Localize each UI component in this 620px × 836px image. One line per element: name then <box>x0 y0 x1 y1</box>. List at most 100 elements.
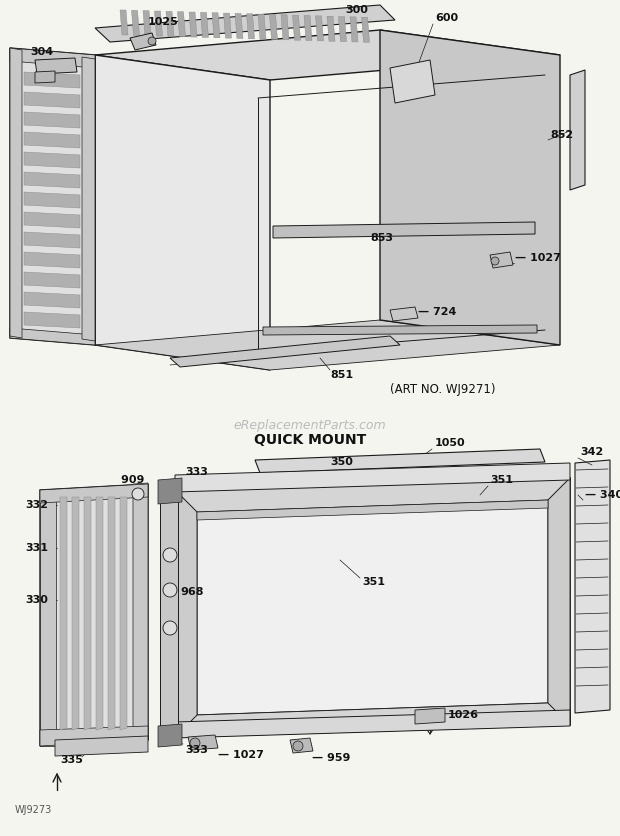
Circle shape <box>491 257 499 265</box>
Polygon shape <box>24 192 80 208</box>
Circle shape <box>148 37 156 45</box>
Polygon shape <box>175 463 570 492</box>
Polygon shape <box>223 13 231 38</box>
Polygon shape <box>390 60 435 103</box>
Text: 351: 351 <box>490 475 513 485</box>
Text: 333: 333 <box>185 467 208 477</box>
Text: 909: 909 <box>121 475 148 485</box>
Polygon shape <box>415 708 445 724</box>
Text: WJ9273: WJ9273 <box>15 805 52 815</box>
Polygon shape <box>255 449 545 473</box>
Polygon shape <box>143 11 151 36</box>
Polygon shape <box>108 497 115 730</box>
Polygon shape <box>380 30 560 345</box>
Text: 304: 304 <box>30 47 53 57</box>
Polygon shape <box>160 480 178 742</box>
Polygon shape <box>158 724 182 747</box>
Text: — 959: — 959 <box>312 753 350 763</box>
Polygon shape <box>212 13 220 38</box>
Text: eReplacementParts.com: eReplacementParts.com <box>234 420 386 432</box>
Text: 333: 333 <box>185 745 208 755</box>
Text: — 724: — 724 <box>418 307 456 317</box>
Text: 331: 331 <box>25 543 48 553</box>
Circle shape <box>190 738 200 748</box>
Polygon shape <box>10 48 95 345</box>
Text: 332: 332 <box>25 500 48 510</box>
Text: 851: 851 <box>330 370 353 380</box>
Polygon shape <box>24 312 80 328</box>
Polygon shape <box>24 152 80 168</box>
Polygon shape <box>131 10 140 35</box>
Polygon shape <box>130 33 156 50</box>
Polygon shape <box>158 478 182 504</box>
Text: 342: 342 <box>580 447 603 457</box>
Polygon shape <box>177 12 185 37</box>
Text: 968: 968 <box>180 587 203 597</box>
Polygon shape <box>24 252 80 268</box>
Polygon shape <box>166 12 174 37</box>
Text: — 340: — 340 <box>585 490 620 500</box>
Polygon shape <box>197 500 548 715</box>
Polygon shape <box>290 738 313 753</box>
Polygon shape <box>281 15 289 40</box>
Polygon shape <box>40 484 148 746</box>
Polygon shape <box>95 320 560 370</box>
Polygon shape <box>258 14 266 39</box>
Polygon shape <box>82 57 95 341</box>
Circle shape <box>163 583 177 597</box>
Polygon shape <box>133 483 148 741</box>
Polygon shape <box>247 14 254 38</box>
Polygon shape <box>200 13 208 38</box>
Polygon shape <box>24 72 80 88</box>
Polygon shape <box>24 172 80 188</box>
Circle shape <box>163 621 177 635</box>
Polygon shape <box>72 497 79 730</box>
Circle shape <box>132 488 144 500</box>
Polygon shape <box>361 18 370 43</box>
Polygon shape <box>95 55 270 370</box>
Polygon shape <box>60 497 67 730</box>
Text: 350: 350 <box>330 457 353 467</box>
Polygon shape <box>170 336 400 367</box>
Polygon shape <box>304 16 312 40</box>
Polygon shape <box>154 11 162 36</box>
Polygon shape <box>175 478 570 737</box>
Polygon shape <box>10 48 22 338</box>
Text: 1026: 1026 <box>448 710 479 720</box>
Text: 351: 351 <box>362 577 385 587</box>
Polygon shape <box>96 497 103 730</box>
Text: 335: 335 <box>60 755 83 765</box>
Text: QUICK MOUNT: QUICK MOUNT <box>254 433 366 447</box>
Polygon shape <box>24 132 80 148</box>
Polygon shape <box>55 736 148 756</box>
Text: 1025: 1025 <box>148 17 179 27</box>
Polygon shape <box>273 222 535 238</box>
Polygon shape <box>189 12 197 37</box>
Polygon shape <box>175 490 197 737</box>
Text: 300: 300 <box>345 5 368 15</box>
Polygon shape <box>40 484 148 503</box>
Text: 853: 853 <box>370 233 393 243</box>
Polygon shape <box>24 232 80 248</box>
Polygon shape <box>390 307 418 321</box>
Polygon shape <box>490 252 513 268</box>
Polygon shape <box>24 212 80 228</box>
Polygon shape <box>327 16 335 41</box>
Text: 600: 600 <box>435 13 458 23</box>
Circle shape <box>293 741 303 751</box>
Polygon shape <box>350 17 358 42</box>
Polygon shape <box>293 15 301 40</box>
Polygon shape <box>548 478 570 725</box>
Polygon shape <box>575 460 610 713</box>
Text: — 1027: — 1027 <box>218 750 264 760</box>
Polygon shape <box>316 16 324 41</box>
Polygon shape <box>40 490 56 746</box>
Polygon shape <box>35 71 55 83</box>
Polygon shape <box>263 325 537 335</box>
Polygon shape <box>84 497 91 730</box>
Polygon shape <box>24 92 80 108</box>
Text: (ART NO. WJ9271): (ART NO. WJ9271) <box>390 384 495 396</box>
Polygon shape <box>175 478 570 512</box>
Polygon shape <box>10 328 95 345</box>
Circle shape <box>163 548 177 562</box>
